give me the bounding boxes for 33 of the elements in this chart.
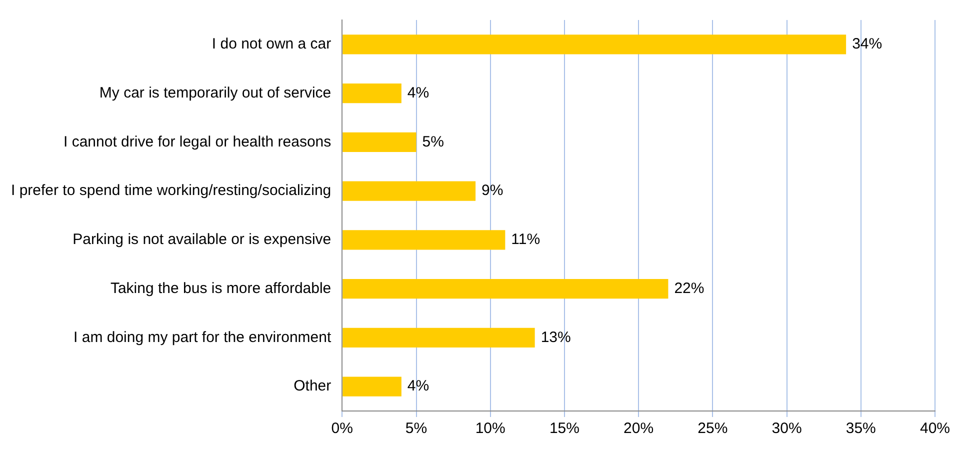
data-label: 34% bbox=[852, 36, 882, 53]
data-label: 13% bbox=[540, 328, 571, 346]
x-tick-label: 15% bbox=[549, 420, 580, 438]
y-tick-label: I am doing my part for the environment bbox=[74, 328, 332, 346]
bar bbox=[342, 181, 476, 201]
bar bbox=[342, 34, 846, 54]
data-label: 5% bbox=[422, 133, 444, 150]
x-tick-label: 25% bbox=[698, 420, 728, 438]
x-tick-label: 0% bbox=[331, 420, 353, 438]
data-label: 22% bbox=[674, 280, 704, 297]
data-label: 9% bbox=[482, 182, 504, 200]
bar bbox=[342, 328, 535, 348]
y-tick-label: I do not own a car bbox=[212, 36, 332, 53]
y-tick-label: Taking the bus is more affordable bbox=[110, 280, 332, 297]
y-tick-label: I cannot drive for legal or health reasons bbox=[63, 133, 332, 150]
bar bbox=[342, 230, 506, 250]
bar bbox=[342, 279, 668, 299]
x-tick-label: 35% bbox=[846, 420, 876, 438]
bar bbox=[342, 84, 402, 104]
bar bbox=[342, 132, 416, 152]
data-label: 4% bbox=[407, 84, 430, 102]
x-tick-label: 5% bbox=[405, 420, 428, 438]
x-tick-label: 20% bbox=[624, 420, 654, 438]
y-tick-label: I prefer to spend time working/resting/socializing bbox=[10, 182, 332, 200]
y-tick-label: Parking is not available or is expensive bbox=[72, 231, 332, 248]
bar bbox=[342, 376, 402, 396]
data-label: 4% bbox=[407, 378, 430, 395]
x-tick-label: 40% bbox=[920, 420, 950, 438]
x-tick-label: 30% bbox=[772, 420, 802, 438]
data-label: 11% bbox=[511, 231, 540, 248]
y-tick-label: Other bbox=[294, 378, 332, 395]
y-tick-label: My car is temporarily out of service bbox=[99, 84, 332, 102]
x-tick-label: 10% bbox=[475, 420, 506, 438]
